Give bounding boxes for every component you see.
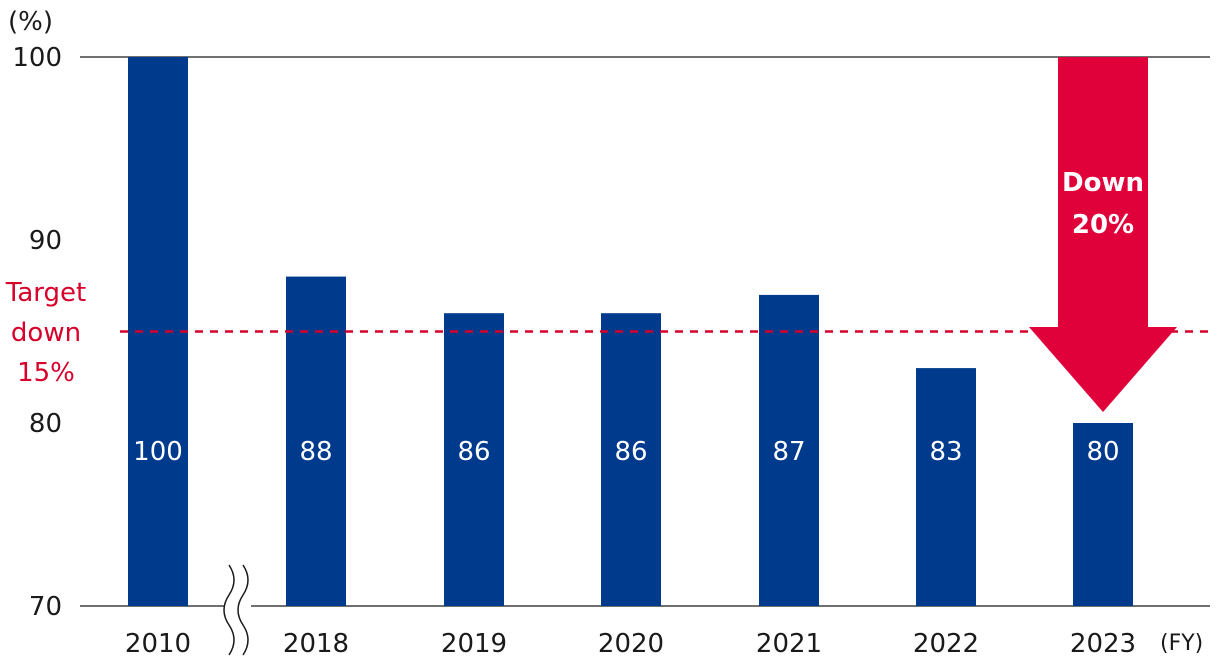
down-arrow-label-line-1: Down [1062, 168, 1144, 198]
x-axis-unit-label: (FY) [1160, 631, 1203, 656]
axis-break-squiggle-right [237, 564, 249, 656]
target-label-line-3: 15% [17, 358, 75, 388]
bar-value-label-2021: 87 [772, 437, 805, 467]
bar-2022 [916, 368, 976, 606]
bar-value-label-2022: 83 [929, 437, 962, 467]
y-axis-unit-label: (%) [8, 7, 53, 37]
axis-break-marker [223, 560, 251, 660]
bar-value-label-2019: 86 [457, 437, 490, 467]
axes: 70 80 90 100 2010 2018 2019 2020 2021 2022 2023 [12, 43, 1136, 660]
x-tick-label-2021: 2021 [756, 629, 822, 659]
bar-2020 [601, 313, 661, 606]
bar-2019 [444, 313, 504, 606]
bar-value-label-2023: 80 [1086, 437, 1119, 467]
down-arrow-shape [1029, 57, 1177, 412]
x-tick-label-2020: 2020 [598, 629, 664, 659]
down-arrow-annotation: Down 20% [1029, 57, 1177, 412]
bar-2023 [1073, 423, 1133, 606]
bar-2021 [759, 294, 819, 606]
bar-value-label-2010: 100 [133, 437, 183, 467]
axis-break-squiggle-left [223, 564, 235, 656]
bar-value-label-2018: 88 [299, 437, 332, 467]
y-tick-label-80: 80 [29, 409, 62, 439]
target-label-line-1: Target [5, 278, 86, 308]
y-tick-label-100: 100 [12, 43, 62, 73]
x-tick-label-2022: 2022 [913, 629, 979, 659]
x-tick-label-2010: 2010 [125, 629, 191, 659]
x-tick-label-2019: 2019 [441, 629, 507, 659]
target-label-line-2: down [11, 318, 81, 348]
y-tick-label-70: 70 [29, 592, 62, 622]
x-tick-label-2018: 2018 [283, 629, 349, 659]
x-tick-label-2023: 2023 [1070, 629, 1136, 659]
bar-value-label-2020: 86 [614, 437, 647, 467]
y-tick-label-90: 90 [29, 226, 62, 256]
target-line-group: Target down 15% [5, 278, 1210, 388]
down-arrow-label-line-2: 20% [1072, 210, 1134, 240]
